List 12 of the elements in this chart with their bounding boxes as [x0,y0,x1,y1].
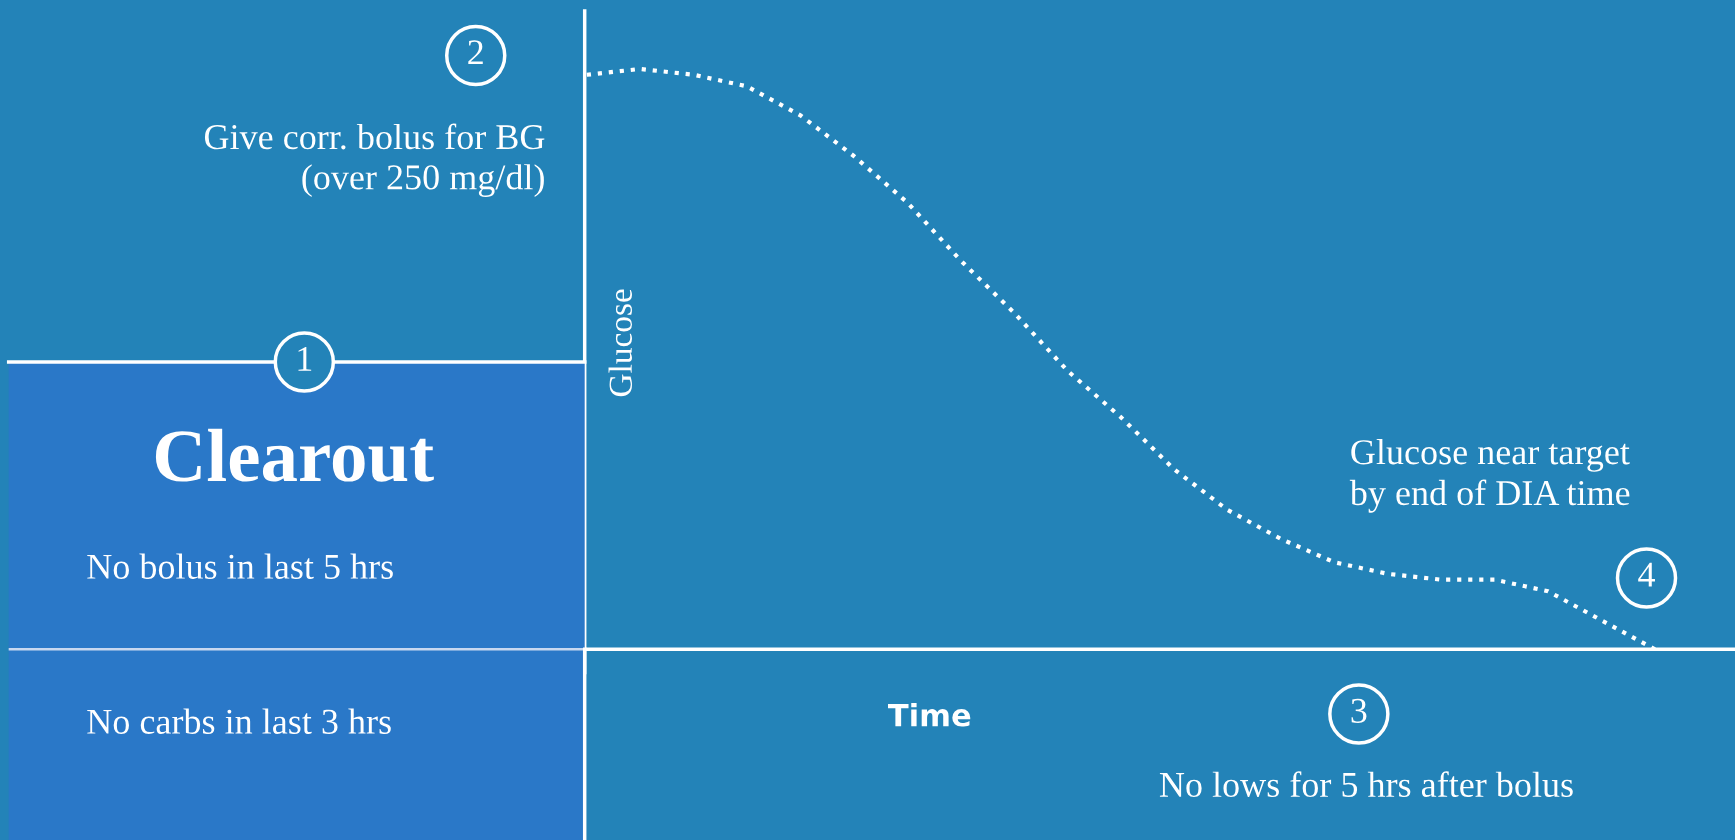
text: No lows for 5 hrs after bolus [1159,771,1573,798]
text: Give corr. bolus for BG (over 250 mg/dl) [204,123,545,197]
text: 2 [468,40,483,65]
y-axis-title: Glucose [608,289,632,397]
text: 1 [298,346,312,371]
x-axis-title: Time [887,702,971,727]
annotation: 4 [1638,562,1655,587]
text: No bolus in last 5 hrs [87,553,393,579]
annotation: Glucose near target by end of DIA time [1349,439,1630,513]
text: Clearout [155,428,434,482]
text: No carbs in last 3 hrs [87,708,391,734]
text: 3 [1351,698,1367,724]
